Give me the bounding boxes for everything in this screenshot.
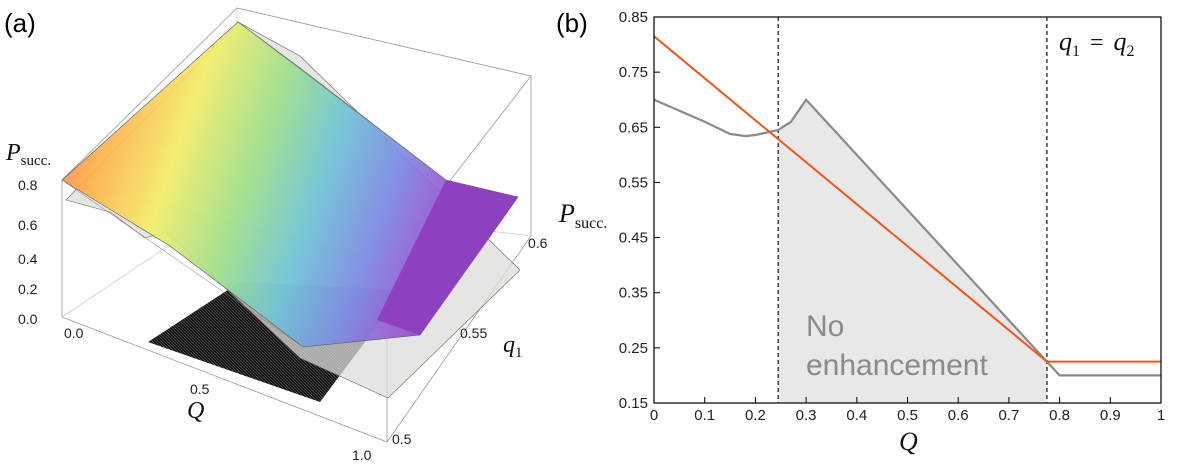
y-tick-label: 0.35 <box>619 285 648 302</box>
panel-a-label: (a) <box>4 8 36 38</box>
panel-b-ticks: 0 0.1 0.2 0.3 0.4 0.5 0.6 0.7 0.8 0.9 1 0.15 0.25 0.3… <box>619 9 1165 424</box>
surface-purple-plateau <box>377 180 518 335</box>
panel-a-x-ticks: 0.0 0.5 1.0 <box>64 325 372 463</box>
x-tick-label: 0.9 <box>1100 407 1121 424</box>
panel-a-xlabel: Q <box>187 398 204 424</box>
z-tick-1: 0.2 <box>18 281 38 297</box>
z-tick-3: 0.6 <box>18 217 38 233</box>
y-tick-1: 0.55 <box>460 325 487 341</box>
z-tick-0: 0.0 <box>18 311 38 327</box>
panel-a-y-ticks: 0.5 0.55 0.6 <box>392 235 548 447</box>
panel-b-label: (b) <box>556 8 588 38</box>
x-tick-label: 0.3 <box>796 407 817 424</box>
x-tick-label: 1 <box>1157 407 1165 424</box>
legend-q1-eq-q2: q1 = q2 <box>1059 27 1135 60</box>
x-tick-label: 0.2 <box>745 407 766 424</box>
x-tick-label: 0.1 <box>694 407 715 424</box>
panel-b-xlabel: Q <box>899 427 918 456</box>
x-tick-0: 0.0 <box>64 325 84 341</box>
panel-a: (a) 0.0 0.2 0.4 0.6 0.8 0 <box>4 7 548 463</box>
y-tick-2: 0.6 <box>528 235 548 251</box>
panel-b-ylabel: Psucc. <box>558 199 607 232</box>
x-tick-label: 0.5 <box>897 407 918 424</box>
y-tick-0: 0.5 <box>392 431 412 447</box>
y-tick-label: 0.85 <box>619 9 648 26</box>
y-tick-label: 0.55 <box>619 174 648 191</box>
x-tick-1: 0.5 <box>190 381 210 397</box>
x-tick-label: 0.8 <box>1049 407 1070 424</box>
panel-a-ylabel: q1 <box>503 332 523 361</box>
y-tick-label: 0.75 <box>619 64 648 81</box>
panel-a-z-ticks: 0.0 0.2 0.4 0.6 0.8 <box>18 177 38 327</box>
panel-b-frame <box>653 16 1162 404</box>
x-tick-label: 0.4 <box>846 407 867 424</box>
x-tick-label: 0 <box>650 407 658 424</box>
z-tick-4: 0.8 <box>18 177 38 193</box>
panel-b: (b) 0 0.1 0.2 0.3 0.4 0.5 0.6 0.7 0.8 0.9 1 0.15 0.2… <box>556 8 1165 456</box>
y-tick-label: 0.65 <box>619 119 648 136</box>
y-tick-label: 0.15 <box>619 395 648 412</box>
z-tick-2: 0.4 <box>18 251 38 267</box>
y-tick-label: 0.25 <box>619 340 648 357</box>
series-orange-line <box>653 35 1161 363</box>
panel-a-zlabel: Psucc. <box>5 140 51 169</box>
x-tick-label: 0.6 <box>948 407 969 424</box>
x-tick-label: 0.7 <box>998 407 1019 424</box>
y-tick-label: 0.45 <box>619 230 648 247</box>
annotation-no: No <box>806 310 844 343</box>
x-tick-2: 1.0 <box>352 447 372 463</box>
annotation-enhancement: enhancement <box>806 349 988 382</box>
